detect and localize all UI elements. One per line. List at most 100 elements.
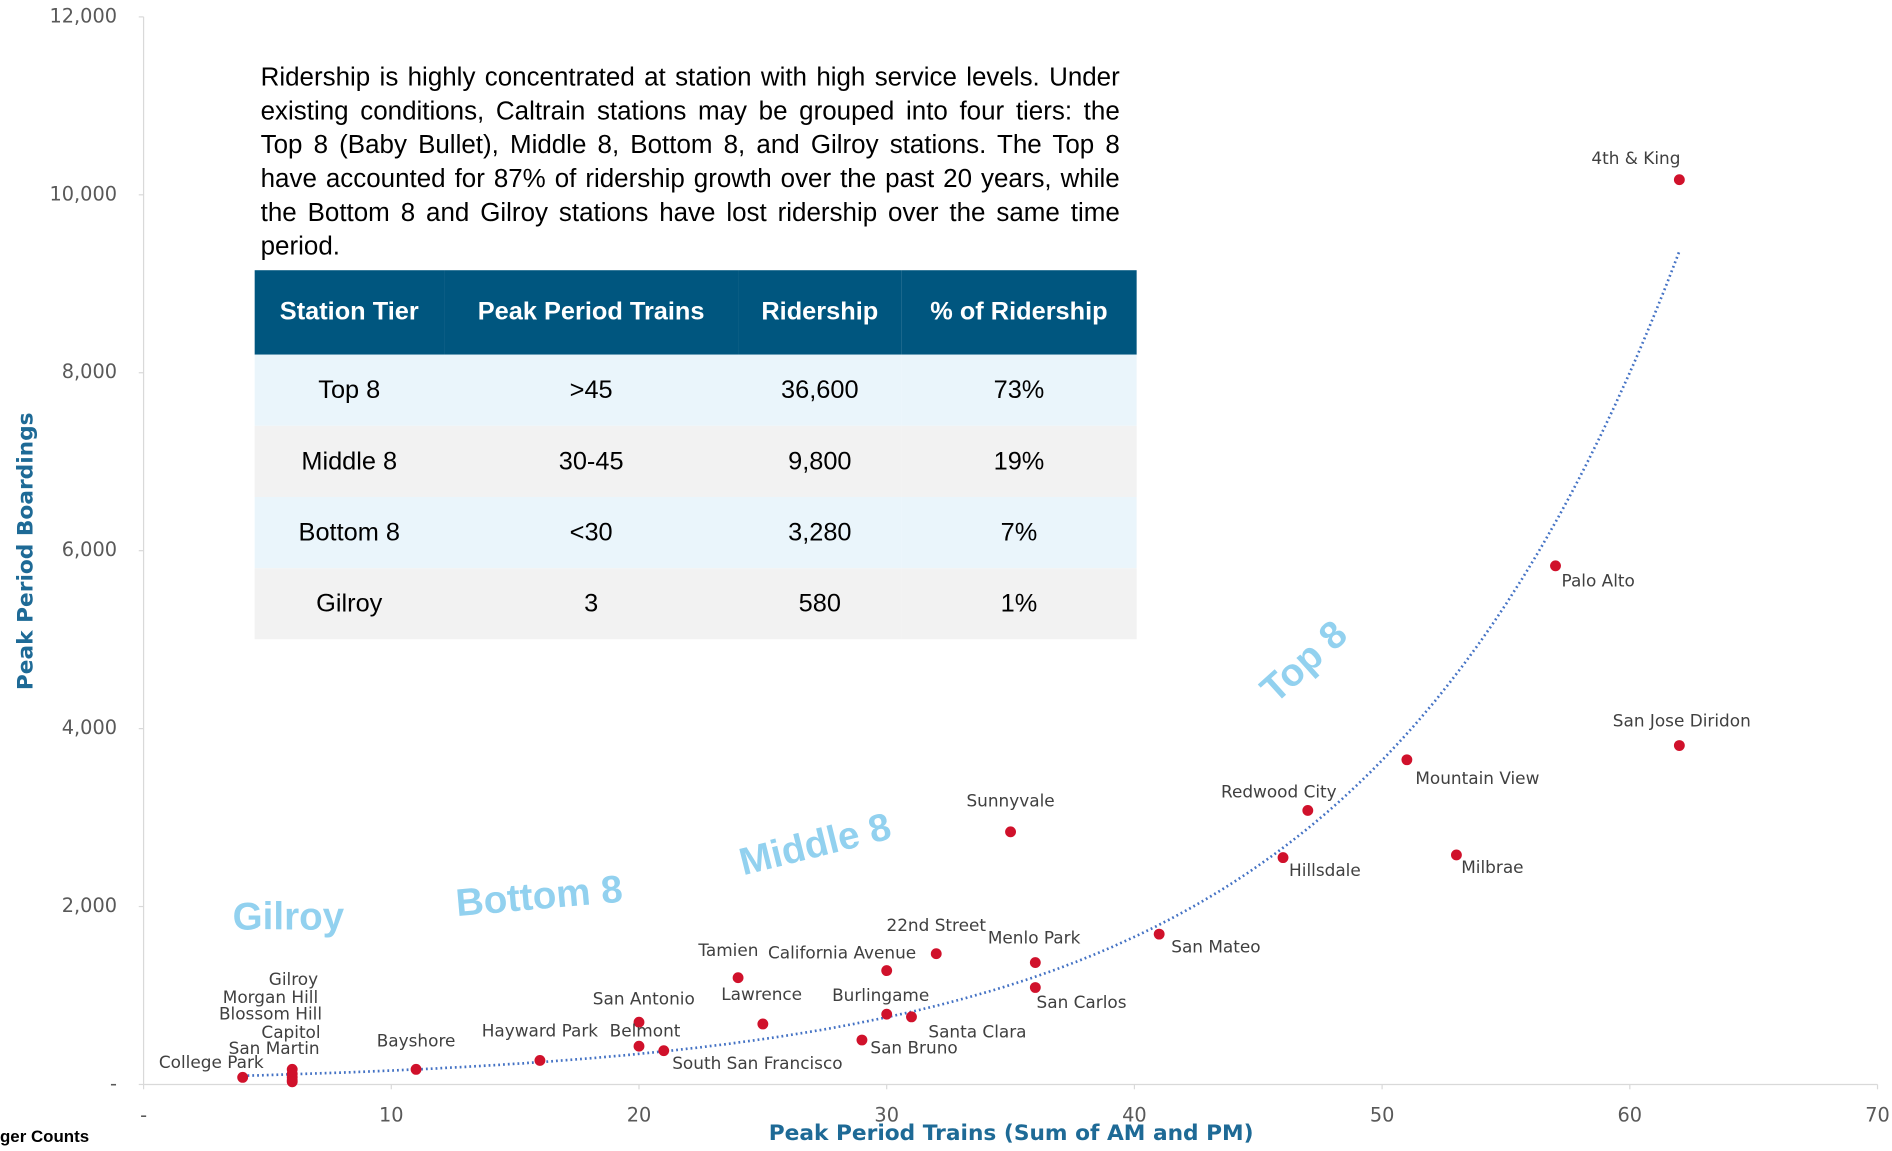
table-row: Gilroy 3 580 1% bbox=[254, 568, 1137, 640]
data-point bbox=[906, 1011, 917, 1023]
tier-label: Middle 8 bbox=[735, 805, 895, 884]
data-point bbox=[534, 1055, 546, 1066]
point-label: Sunnyvale bbox=[966, 791, 1054, 811]
y-tick-label: 12,000 bbox=[50, 4, 118, 27]
table-header: % of Ridership bbox=[901, 270, 1137, 355]
table-cell: 36,600 bbox=[738, 354, 902, 426]
data-point bbox=[1005, 826, 1016, 838]
table-row: Top 8 >45 36,600 73% bbox=[254, 354, 1137, 426]
point-label: Lawrence bbox=[721, 984, 802, 1004]
table-row: Middle 8 30-45 9,800 19% bbox=[254, 425, 1137, 498]
y-tick-label: 6,000 bbox=[62, 538, 117, 561]
data-point bbox=[930, 948, 942, 960]
tier-label: Gilroy bbox=[233, 895, 345, 938]
point-label: San Antonio bbox=[593, 988, 695, 1008]
data-point bbox=[1277, 852, 1289, 864]
y-tick-label: 10,000 bbox=[50, 182, 118, 205]
data-point bbox=[856, 1034, 868, 1046]
data-point bbox=[1550, 560, 1561, 572]
table-cell: >45 bbox=[443, 354, 739, 426]
point-label: Bayshore bbox=[377, 1031, 456, 1051]
point-label: Menlo Park bbox=[988, 927, 1081, 947]
x-tick-label: 70 bbox=[1865, 1103, 1890, 1126]
data-point bbox=[1450, 849, 1462, 861]
data-point bbox=[286, 1076, 298, 1088]
note: Ridership is highly concentrated at stat… bbox=[260, 62, 1120, 261]
point-label: College Park bbox=[159, 1052, 264, 1072]
x-tick-label: 20 bbox=[627, 1103, 652, 1126]
x-tick-label: - bbox=[140, 1103, 147, 1126]
y-axis-title: Peak Period Boardings bbox=[14, 412, 39, 690]
data-point bbox=[881, 965, 893, 977]
x-tick-label: 40 bbox=[1122, 1103, 1147, 1126]
y-tick-label: - bbox=[110, 1072, 117, 1095]
table-row: Bottom 8 <30 3,280 7% bbox=[254, 497, 1137, 569]
y-tick-label: 4,000 bbox=[62, 716, 117, 739]
data-point bbox=[732, 972, 744, 984]
point-label: 22nd Street bbox=[886, 915, 986, 935]
data-point bbox=[1029, 957, 1041, 969]
table-header: Ridership bbox=[738, 270, 902, 355]
point-label: Milbrae bbox=[1461, 857, 1523, 877]
table-cell: 30-45 bbox=[443, 425, 739, 498]
point-label: Morgan Hill bbox=[223, 987, 318, 1007]
point-label: Burlingame bbox=[832, 985, 929, 1005]
y-tick-label: 2,000 bbox=[62, 894, 117, 917]
table-cell: 1% bbox=[901, 568, 1137, 640]
data-point bbox=[633, 1016, 645, 1028]
table-cell: Top 8 bbox=[254, 354, 444, 426]
data-point bbox=[237, 1071, 249, 1083]
tier-table: Station Tier Peak Period Trains Ridership%… bbox=[254, 270, 1137, 640]
table-cell: 580 bbox=[738, 568, 902, 640]
point-label: San Martin bbox=[229, 1038, 320, 1058]
table-header: Peak Period Trains bbox=[443, 270, 739, 355]
data-point bbox=[881, 1008, 893, 1020]
point-label: San Carlos bbox=[1037, 992, 1127, 1012]
data-point bbox=[1302, 805, 1314, 816]
table-cell: Bottom 8 bbox=[254, 497, 444, 569]
point-label: Palo Alto bbox=[1562, 570, 1635, 590]
point-label: Hayward Park bbox=[482, 1021, 599, 1041]
point-label: San Bruno bbox=[870, 1037, 957, 1057]
data-point bbox=[1401, 754, 1413, 766]
table-cell: 9,800 bbox=[738, 425, 902, 498]
x-tick-label: 50 bbox=[1370, 1103, 1395, 1126]
table-header-row: Station Tier Peak Period Trains Ridership%… bbox=[254, 270, 1137, 355]
point-label: Blossom Hill bbox=[219, 1004, 322, 1024]
point-label: San Mateo bbox=[1171, 936, 1260, 956]
data-point bbox=[1673, 174, 1685, 186]
point-label: Mountain View bbox=[1415, 768, 1539, 788]
data-point bbox=[1029, 982, 1041, 993]
info-box: Ridership is highly concentrated at stat… bbox=[254, 60, 1142, 640]
point-label: Hillsdale bbox=[1289, 860, 1361, 880]
data-point bbox=[757, 1018, 769, 1030]
point-label: Redwood City bbox=[1221, 781, 1337, 801]
point-label: Santa Clara bbox=[928, 1022, 1026, 1042]
x-tick-label: 10 bbox=[379, 1103, 404, 1126]
point-label: Tamien bbox=[697, 940, 758, 960]
data-point bbox=[658, 1045, 670, 1057]
x-tick-label: 60 bbox=[1618, 1103, 1643, 1126]
x-axis-title: Peak Period Trains (Sum of AM and PM) bbox=[769, 1121, 1254, 1146]
table-cell: Gilroy bbox=[254, 568, 444, 640]
footer: ger Counts bbox=[0, 1127, 89, 1146]
data-point bbox=[633, 1040, 645, 1052]
point-label: Capitol bbox=[261, 1022, 320, 1042]
data-point bbox=[410, 1063, 422, 1075]
info-content: Ridership is highly concentrated at stat… bbox=[254, 60, 1142, 640]
table-cell: 7% bbox=[901, 497, 1137, 569]
table-cell: 73% bbox=[901, 354, 1137, 426]
point-label: San Jose Diridon bbox=[1613, 710, 1751, 730]
data-point bbox=[1673, 740, 1685, 751]
table-header: Station Tier bbox=[254, 270, 444, 355]
table-cell: 3,280 bbox=[738, 497, 902, 569]
point-label: 4th & King bbox=[1591, 148, 1680, 168]
table-cell: 3 bbox=[443, 568, 739, 640]
y-tick-label: 8,000 bbox=[62, 360, 117, 383]
point-label: Gilroy bbox=[269, 969, 318, 989]
point-label: South San Francisco bbox=[672, 1053, 842, 1073]
point-label: Belmont bbox=[610, 1021, 681, 1041]
data-point bbox=[1153, 928, 1165, 940]
